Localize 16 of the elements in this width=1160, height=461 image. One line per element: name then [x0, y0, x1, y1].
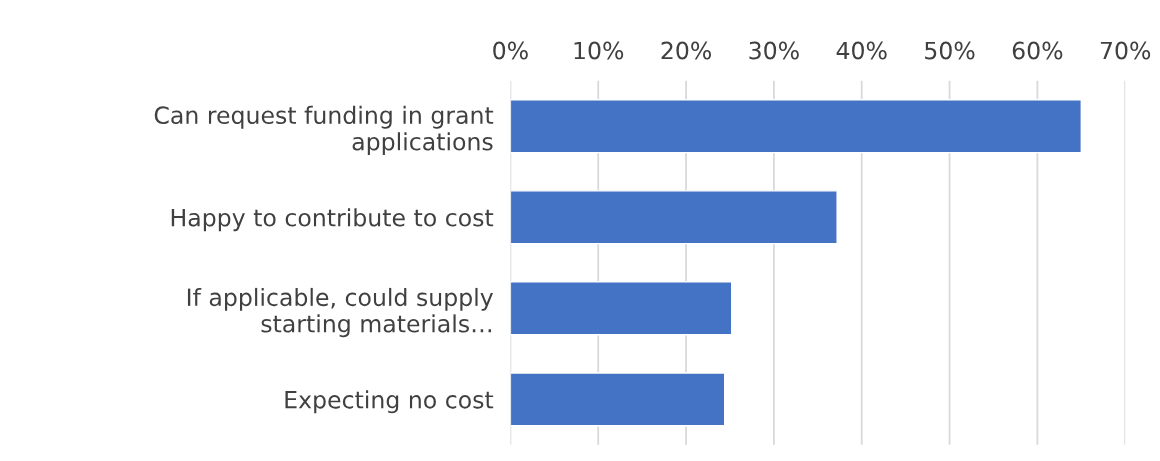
x-tick-label: 20%: [661, 41, 711, 60]
bar: [510, 281, 733, 336]
y-tick-label: Happy to contribute to cost: [171, 208, 494, 232]
x-tick-label: 70%: [1100, 41, 1151, 60]
x-tick-label: 60%: [1012, 41, 1063, 60]
x-tick-label: 40%: [836, 41, 887, 60]
y-tick-label: Expecting no cost: [285, 390, 494, 414]
bar: [510, 190, 838, 245]
y-tick-label: Can request funding in grant applications: [154, 105, 494, 156]
x-tick-label: 10%: [574, 41, 624, 60]
x-tick-label: 50%: [925, 41, 975, 60]
bar: [510, 99, 1082, 154]
y-tick-label: If applicable, could supply starting materials…: [187, 287, 494, 338]
bar: [510, 372, 726, 427]
x-tick-label: 30%: [749, 41, 799, 60]
x-tick-label: 0%: [493, 41, 528, 60]
